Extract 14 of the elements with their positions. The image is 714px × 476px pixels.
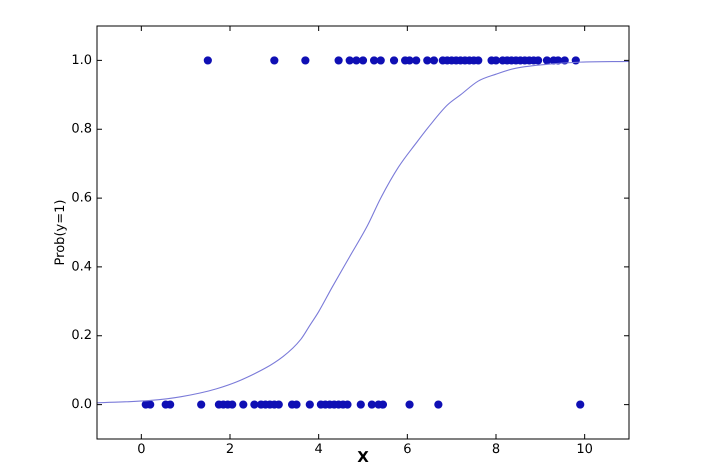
y-tick-label: 0.8: [71, 122, 92, 137]
x-tick-label: 6: [403, 442, 412, 458]
x-axis-title: X: [357, 448, 370, 466]
x-tick-label: 2: [226, 442, 234, 458]
x-tick-label: 4: [314, 442, 323, 458]
x-tick-label: 8: [492, 442, 500, 458]
x-tick-label: 10: [576, 442, 593, 458]
y-tick-label: 0.2: [71, 328, 92, 344]
x-tick-label: 0: [137, 442, 146, 458]
y-tick-label: 0.0: [71, 396, 92, 412]
y-tick-label: 1.0: [71, 52, 92, 68]
y-tick-label: 0.4: [71, 259, 92, 274]
y-tick-label: 0.6: [71, 190, 92, 206]
y-axis-title: Prob(y=1): [53, 200, 68, 266]
